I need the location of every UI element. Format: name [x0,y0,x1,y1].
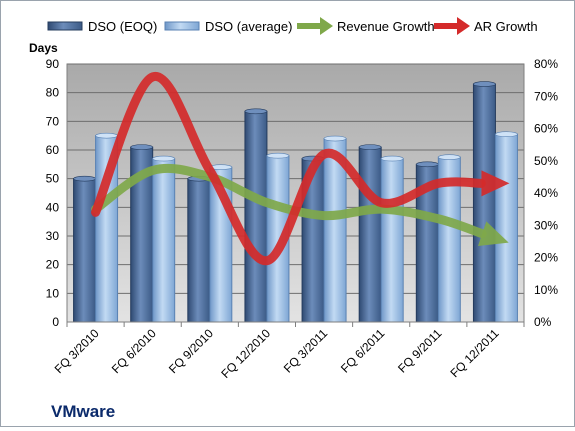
x-tick-label: FQ 6/2010 [109,326,159,376]
bar-cap [74,176,96,181]
x-tick-label: FQ 9/2010 [166,326,216,376]
bar-cap [96,133,118,138]
legend-arrow-ar-growth [457,17,470,35]
bar-dso-eoq [473,84,495,322]
left-tick-label: 60 [46,143,60,157]
bar-cap [438,155,460,160]
bar-cap [245,109,267,114]
legend-arrow-revenue-growth [320,17,333,35]
x-tick-label: FQ 9/2011 [395,326,445,376]
right-tick-label: 40% [534,186,558,200]
right-tick-label: 80% [534,57,558,71]
bar-cap [153,156,175,161]
left-tick-label: 20 [46,258,60,272]
right-tick-label: 60% [534,122,558,136]
legend-label-ar-growth: AR Growth [474,19,538,34]
right-tick-label: 10% [534,283,558,297]
legend-swatch-dso-eoq- [48,22,82,30]
left-axis-label: Days [29,41,58,55]
bar-dso-eoq [74,179,96,322]
x-tick-label: FQ 3/2010 [52,326,102,376]
bar-cap [324,136,346,141]
left-tick-label: 50 [46,172,60,186]
legend-label-revenue-growth: Revenue Growth [337,19,435,34]
bar-cap [131,145,153,150]
legend-label-dso-average-: DSO (average) [205,19,292,34]
bar-dso-eoq [245,111,267,322]
x-tick-label: FQ 12/2011 [447,326,501,380]
left-tick-label: 90 [46,57,60,71]
right-tick-label: 0% [534,315,552,329]
x-tick-label: FQ 6/2011 [338,326,388,376]
left-tick-label: 70 [46,114,60,128]
legend-swatch-dso-average- [165,22,199,30]
left-tick-label: 30 [46,229,60,243]
bar-dso-average [495,134,517,322]
bar-dso-average [153,159,175,322]
right-tick-label: 20% [534,251,558,265]
bar-dso-eoq [359,147,381,322]
bar-cap [267,153,289,158]
left-tick-label: 40 [46,200,60,214]
right-tick-label: 30% [534,218,558,232]
left-tick-label: 80 [46,86,60,100]
x-tick-label: FQ 3/2011 [281,326,331,376]
x-tick-label: FQ 12/2010 [218,326,273,381]
legend-label-dso-eoq-: DSO (EOQ) [88,19,157,34]
bar-dso-eoq [188,179,210,322]
left-tick-label: 0 [52,315,59,329]
bar-cap [381,156,403,161]
bar-cap [495,132,517,137]
right-tick-label: 70% [534,89,558,103]
left-tick-label: 10 [46,286,60,300]
bar-cap [473,82,495,87]
bar-cap [359,145,381,150]
company-name: VMware [51,402,115,421]
bar-dso-average [381,159,403,322]
bar-cap [416,162,438,167]
right-tick-label: 50% [534,154,558,168]
